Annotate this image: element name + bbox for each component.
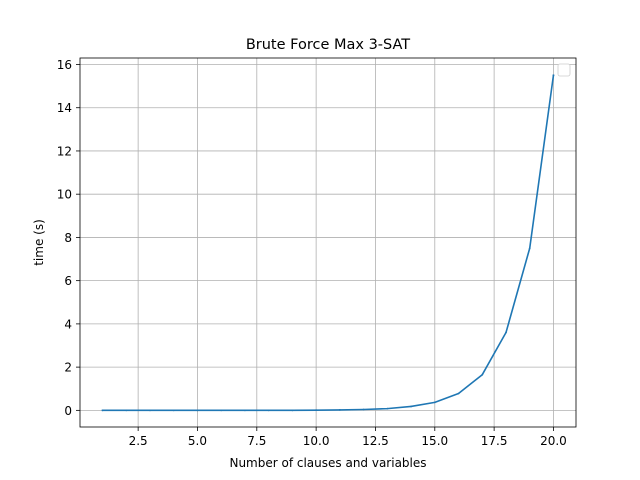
x-tick-label: 7.5 (247, 434, 266, 448)
x-tick-label: 15.0 (421, 434, 448, 448)
data-point (149, 409, 151, 412)
data-point (220, 409, 223, 412)
y-tick-label: 14 (57, 101, 72, 115)
x-tick-label: 17.5 (481, 434, 508, 448)
x-tick-label: 10.0 (303, 434, 330, 448)
data-point (267, 409, 270, 412)
y-tick-label: 4 (64, 317, 72, 331)
data-point (528, 247, 531, 250)
series-line (101, 74, 555, 412)
x-tick-label: 5.0 (188, 434, 207, 448)
x-ticks: 2.5 5.0 7.5 10.0 12.5 15.0 17.5 20.0 (129, 427, 567, 448)
y-tick-label: 0 (64, 404, 72, 418)
y-tick-label: 8 (64, 231, 72, 245)
y-tick-label: 2 (64, 361, 72, 375)
x-tick-label: 2.5 (129, 434, 148, 448)
plot-frame (79, 57, 577, 428)
data-point (196, 409, 199, 412)
data-point (244, 409, 246, 412)
chart-title: Brute Force Max 3-SAT (246, 37, 410, 53)
data-point (172, 409, 175, 412)
data-point (125, 409, 128, 412)
y-axis-label: time (s) (32, 219, 46, 266)
data-point (291, 409, 294, 412)
y-tick-label: 6 (64, 274, 72, 288)
data-point (505, 331, 507, 334)
data-point (362, 408, 365, 411)
data-point (552, 74, 555, 77)
x-axis-label: Number of clauses and variables (229, 456, 426, 470)
data-point (386, 407, 389, 410)
data-point (433, 401, 436, 404)
y-ticks: 0 2 4 6 8 10 12 14 16 (57, 58, 80, 418)
y-tick-label: 12 (57, 144, 72, 158)
grid (80, 58, 576, 427)
data-point (481, 373, 484, 376)
y-tick-label: 16 (57, 58, 72, 72)
series-layer (101, 74, 555, 412)
data-point (315, 409, 318, 412)
y-tick-label: 10 (57, 188, 72, 202)
legend-box (557, 63, 571, 77)
data-point (338, 409, 341, 411)
x-tick-label: 12.5 (362, 434, 389, 448)
data-point (101, 409, 104, 412)
legend (557, 63, 571, 77)
x-tick-label: 20.0 (540, 434, 567, 448)
data-point (410, 405, 412, 408)
data-point (457, 392, 460, 395)
